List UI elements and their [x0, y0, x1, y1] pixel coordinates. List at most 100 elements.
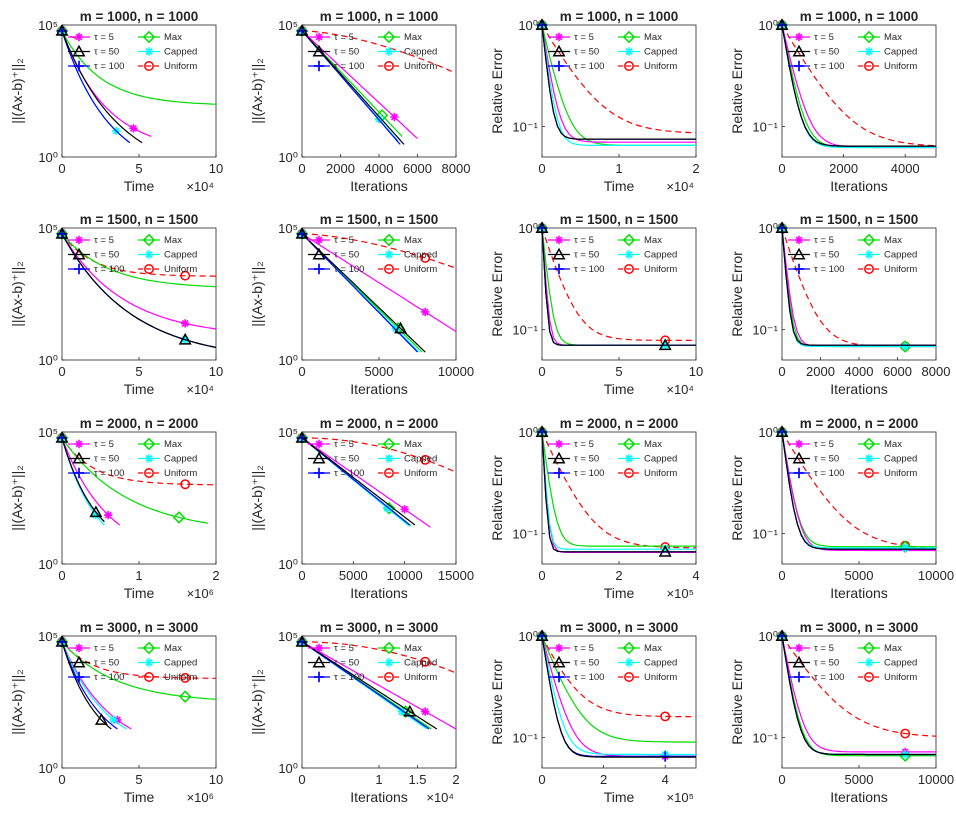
legend-entry-1: τ = 50	[334, 250, 359, 261]
plot-area	[541, 24, 697, 158]
subplot-3-1: m = 2000, n = 2000 ||(Ax-b)⁺||₂ Time 0 1 2 ×10…	[9, 416, 220, 601]
legend-marker-0	[314, 439, 324, 449]
legend-marker-5	[144, 672, 154, 682]
data-point	[129, 124, 138, 133]
x-tick-label: 8000	[922, 364, 951, 379]
series-line-4	[541, 24, 696, 146]
data-point	[658, 338, 672, 351]
subplot-title: m = 2000, n = 2000	[320, 416, 439, 431]
x-tick-label: 10000	[387, 568, 423, 583]
legend: τ = 5 τ = 50 τ = 100 Max Capped Uniform	[68, 233, 197, 275]
x-tick-label: 0	[298, 364, 305, 379]
legend-entry-1: τ = 50	[334, 658, 359, 669]
x-tick-label: 10000	[438, 364, 474, 379]
legend: τ = 5 τ = 50 τ = 100 Max Capped Uniform	[788, 437, 917, 479]
legend-marker-5	[384, 264, 394, 274]
legend-marker-1	[312, 451, 326, 464]
legend-marker-1	[552, 451, 566, 464]
x-tick-label: 0	[58, 568, 65, 583]
subplot-title: m = 1000, n = 1000	[80, 9, 199, 24]
x-tick-label: 10	[209, 772, 223, 787]
data-point	[178, 332, 192, 345]
legend-entry-4: Capped	[404, 658, 437, 669]
legend-marker-4	[384, 250, 394, 259]
legend-marker-5	[624, 61, 634, 71]
legend-entry-3: Max	[884, 32, 902, 43]
subplot-title: m = 2000, n = 2000	[560, 416, 679, 431]
legend-entry-2: τ = 100	[334, 468, 364, 479]
subplot-title: m = 1500, n = 1500	[320, 212, 439, 227]
legend: τ = 5 τ = 50 τ = 100 Max Capped Uniform	[788, 30, 917, 72]
x-axis-label: Time	[124, 789, 155, 805]
legend-marker-4	[384, 47, 394, 56]
y-axis-label: ||(Ax-b)⁺||₂	[249, 58, 265, 123]
legend-marker-0	[74, 439, 84, 449]
legend-entry-0: τ = 5	[94, 32, 114, 43]
series-line-3	[61, 30, 217, 105]
subplot-1-2: m = 1000, n = 1000 ||(Ax-b)⁺||₂ Iterations…	[249, 9, 470, 194]
legend-entry-4: Capped	[404, 47, 437, 58]
legend-marker-2	[793, 671, 805, 683]
x-axis-label: Time	[124, 585, 155, 601]
legend-marker-1	[792, 451, 806, 464]
legend-entry-1: τ = 50	[574, 454, 599, 465]
series-line-1	[541, 431, 696, 553]
legend-marker-5	[864, 468, 874, 478]
legend-marker-4	[624, 47, 634, 56]
legend-marker-2	[313, 60, 325, 72]
series-line-5	[781, 24, 937, 147]
data-point-start	[775, 425, 789, 437]
subplot-title: m = 3000, n = 3000	[80, 620, 199, 635]
legend-entry-0: τ = 5	[574, 235, 594, 246]
y-tick-label: 10⁰	[758, 18, 778, 33]
y-axis-label: Relative Error	[489, 48, 505, 134]
legend-entry-5: Uniform	[884, 61, 917, 72]
legend-entry-3: Max	[644, 235, 662, 246]
x-tick-label: 10	[209, 364, 223, 379]
legend-marker-4	[864, 47, 874, 56]
y-tick-label: 10⁵	[278, 221, 298, 236]
legend-entry-2: τ = 100	[94, 61, 124, 72]
series-line-5	[301, 30, 457, 74]
legend-marker-0	[314, 235, 324, 245]
x-tick-label: 0	[58, 772, 65, 787]
legend-marker-3	[622, 641, 636, 655]
legend-entry-5: Uniform	[164, 468, 197, 479]
subplot-3-3: m = 2000, n = 2000 Relative Error Time 0 2 4 ×…	[489, 416, 700, 601]
y-tick-label: 10⁻¹	[512, 730, 538, 745]
plot-area	[61, 431, 217, 565]
y-axis-label: ||(Ax-b)⁺||₂	[9, 261, 25, 326]
legend-marker-2	[73, 671, 85, 683]
series-line-1	[781, 431, 936, 550]
legend-entry-5: Uniform	[404, 264, 437, 275]
subplot-1-3: m = 1000, n = 1000 Relative Error Time 0 1 2 ×…	[489, 9, 700, 194]
x-tick-label: 5	[135, 772, 142, 787]
legend: τ = 5 τ = 50 τ = 100 Max Capped Uniform	[308, 233, 437, 275]
subplot-title: m = 2000, n = 2000	[800, 416, 919, 431]
y-tick-label: 10⁵	[38, 18, 58, 33]
data-point	[94, 713, 108, 725]
y-axis-label: ||(Ax-b)⁺||₂	[249, 669, 265, 734]
subplot-title: m = 1000, n = 1000	[560, 9, 679, 24]
legend: τ = 5 τ = 50 τ = 100 Max Capped Uniform	[788, 233, 917, 275]
y-tick-label: 10⁻¹	[512, 526, 538, 541]
plot-area	[541, 635, 697, 769]
x-tick-label: 1	[135, 568, 142, 583]
legend-marker-4	[624, 250, 634, 259]
legend-entry-5: Uniform	[164, 61, 197, 72]
y-tick-label: 10⁵	[38, 629, 58, 644]
series-line-5	[781, 635, 937, 737]
legend-entry-2: τ = 100	[574, 672, 604, 683]
legend-entry-0: τ = 5	[814, 32, 834, 43]
x-tick-label: 2	[615, 568, 622, 583]
legend: τ = 5 τ = 50 τ = 100 Max Capped Uniform	[68, 30, 197, 72]
y-tick-label: 10⁰	[38, 353, 58, 368]
legend-marker-3	[142, 437, 156, 451]
legend-marker-3	[382, 233, 396, 247]
y-tick-label: 10⁰	[38, 761, 58, 776]
legend-marker-0	[554, 643, 564, 653]
series-line-5	[541, 24, 697, 134]
legend-marker-4	[624, 454, 634, 463]
data-point	[172, 511, 186, 524]
x-axis-label: Iterations	[830, 381, 888, 397]
